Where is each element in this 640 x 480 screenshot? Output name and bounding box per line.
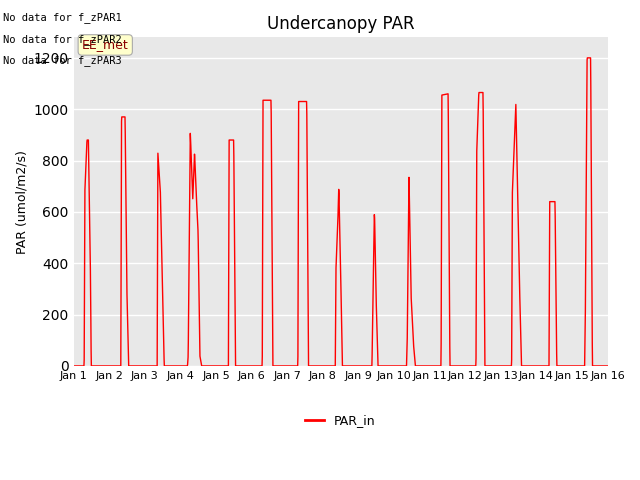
Title: Undercanopy PAR: Undercanopy PAR	[267, 15, 414, 33]
Text: No data for f_zPAR1: No data for f_zPAR1	[3, 12, 122, 23]
Text: EE_met: EE_met	[82, 38, 129, 51]
Y-axis label: PAR (umol/m2/s): PAR (umol/m2/s)	[15, 150, 28, 253]
Text: No data for f_zPAR2: No data for f_zPAR2	[3, 34, 122, 45]
Legend: PAR_in: PAR_in	[300, 409, 381, 432]
Text: No data for f_zPAR3: No data for f_zPAR3	[3, 55, 122, 66]
